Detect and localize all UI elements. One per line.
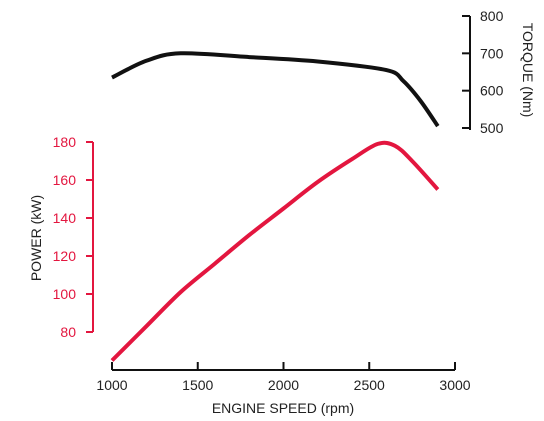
torque-axis: 500 600 700 800 TORQUE (Nm) <box>462 8 536 136</box>
series-layer <box>110 51 440 362</box>
torque-tick-label: 800 <box>480 8 504 24</box>
torque-tick-label: 600 <box>480 83 504 99</box>
power-axis: 80 100 120 140 160 180 POWER (kW) <box>28 134 94 340</box>
torque-ticks: 500 600 700 800 <box>462 8 504 136</box>
power-tick-label: 100 <box>53 286 77 302</box>
x-tick-label: 2000 <box>268 377 299 393</box>
power-tick-label: 140 <box>53 210 77 226</box>
x-tick-label: 3000 <box>439 377 470 393</box>
x-tick-label: 2500 <box>354 377 385 393</box>
x-tick-label: 1500 <box>182 377 213 393</box>
x-axis: 1000 1500 2000 2500 3000 ENGINE SPEED (rpm) <box>96 362 471 416</box>
power-tick-label: 120 <box>53 248 77 264</box>
torque-axis-label: TORQUE (Nm) <box>520 23 536 118</box>
x-axis-label: ENGINE SPEED (rpm) <box>212 400 354 416</box>
power-tick-label: 180 <box>53 134 77 150</box>
torque-series-line <box>111 51 440 128</box>
torque-tick-label: 700 <box>480 45 504 61</box>
x-ticks: 1000 1500 2000 2500 3000 <box>96 362 471 393</box>
power-tick-label: 80 <box>60 324 76 340</box>
power-series-line <box>110 140 440 362</box>
x-tick-label: 1000 <box>96 377 127 393</box>
power-tick-label: 160 <box>53 172 77 188</box>
power-axis-label: POWER (kW) <box>28 195 44 281</box>
power-ticks: 80 100 120 140 160 180 <box>53 134 93 340</box>
torque-tick-label: 500 <box>480 120 504 136</box>
